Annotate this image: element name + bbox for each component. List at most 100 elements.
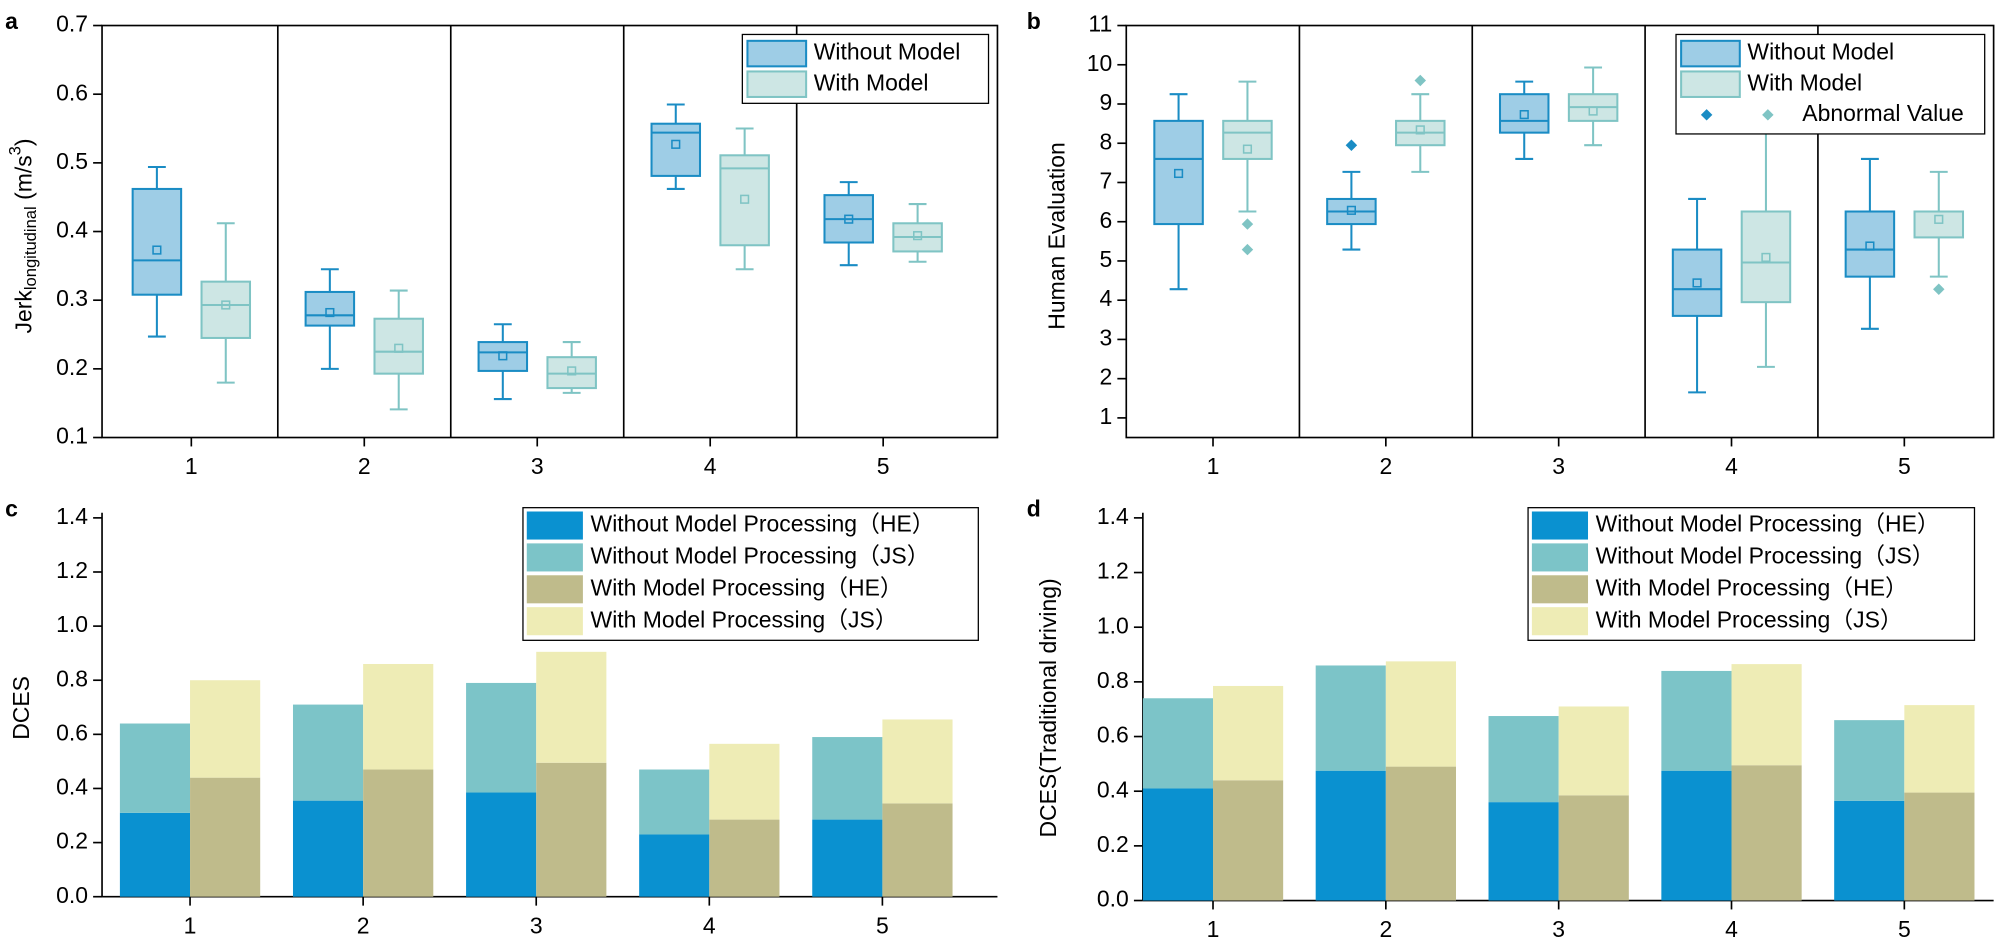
y-tick-label: 0.6: [1097, 722, 1129, 748]
bar-segment: [709, 743, 780, 820]
y-tick-label: 0.0: [56, 882, 88, 908]
x-tick-label: 2: [1379, 453, 1392, 479]
y-tick-label: 2: [1099, 364, 1112, 390]
mean: [1865, 241, 1875, 251]
x-tick-label: 5: [876, 912, 889, 938]
bar-segment: [1213, 685, 1284, 781]
panel-label: b: [1027, 8, 1041, 34]
mean: [1242, 144, 1253, 154]
y-tick-label: 1.4: [56, 503, 88, 529]
x-tick-label: 1: [184, 912, 197, 938]
y-tick-label: 1.4: [1097, 503, 1129, 529]
mean: [567, 366, 577, 376]
box: [373, 317, 424, 375]
legend-label: Without Model Processing（HE）: [591, 511, 935, 537]
y-tick-label: 0.6: [56, 719, 88, 745]
y-axis-label: DCES(Traditional driving): [1035, 578, 1061, 837]
bar-segment: [1142, 698, 1214, 789]
y-tick-label: 5: [1099, 246, 1112, 272]
y-tick-label: 6: [1099, 207, 1112, 233]
legend-swatch: [1680, 70, 1741, 98]
y-tick-label: 1.2: [1097, 558, 1129, 584]
y-tick-label: 1.0: [56, 611, 88, 637]
legend-label: With Model Processing（JS）: [1596, 606, 1903, 632]
y-label-text: Jerk: [11, 290, 37, 334]
y-label-close: ): [11, 138, 37, 146]
legend-swatch: [526, 575, 583, 604]
bar-segment: [1385, 661, 1456, 767]
mean: [844, 214, 854, 224]
bar-segment: [363, 663, 434, 770]
mean: [1934, 214, 1944, 224]
mean: [671, 139, 681, 149]
y-tick-label: 0.2: [1097, 831, 1129, 857]
bar-segment: [882, 719, 953, 804]
bar-segment: [119, 812, 191, 897]
box: [546, 356, 597, 390]
bar-segment: [1904, 792, 1975, 901]
outlier: [1241, 243, 1254, 256]
legend-swatch: [1531, 511, 1589, 540]
outlier: [1414, 74, 1427, 87]
mean: [498, 351, 508, 361]
legend-box: [1527, 507, 1976, 641]
bar-segment: [466, 682, 537, 793]
legend-label: Without Model Processing（JS）: [1596, 542, 1935, 568]
mean: [325, 307, 335, 318]
box: [719, 154, 770, 247]
x-tick-label: 1: [1207, 453, 1220, 479]
bar-segment: [536, 651, 607, 763]
legend-swatch: [526, 511, 583, 540]
mean: [152, 245, 162, 255]
bar-segment: [882, 803, 953, 897]
bar-segment: [363, 769, 434, 897]
x-tick-label: 2: [1379, 916, 1392, 942]
legend-swatch: [1531, 543, 1589, 572]
y-axis-label: Human Evaluation: [1044, 142, 1070, 329]
bar-segment: [1731, 664, 1802, 766]
x-tick-label: 4: [1725, 453, 1738, 479]
panel-label: a: [5, 8, 18, 34]
y-label-subscript: longitudinal: [21, 206, 40, 290]
mean: [394, 343, 404, 353]
bar-segment: [1488, 802, 1559, 901]
y-tick-label: 11: [1088, 11, 1112, 37]
x-tick-label: 3: [1552, 453, 1565, 479]
bar-segment: [1834, 720, 1905, 801]
y-tick-label: 0.1: [56, 423, 88, 449]
x-tick-label: 3: [531, 453, 544, 479]
mean: [1519, 110, 1529, 120]
outlier: [1241, 218, 1254, 230]
bar-segment: [709, 819, 780, 897]
bar-segment: [1142, 788, 1214, 901]
y-tick-label: 0.2: [56, 828, 88, 854]
y-tick-label: 0.5: [56, 148, 88, 174]
y-tick-label: 0.0: [1097, 886, 1129, 912]
y-tick-label: 1: [1099, 403, 1112, 429]
y-tick-label: 0.6: [56, 79, 88, 105]
x-tick-label: 3: [1552, 916, 1565, 942]
box: [477, 341, 529, 372]
legend-label: Without Model Processing（JS）: [591, 542, 930, 568]
legend-outlier-marker: [1762, 109, 1774, 121]
legend-swatch: [1531, 575, 1589, 604]
y-tick-label: 1.2: [56, 557, 88, 583]
mean: [913, 231, 923, 241]
legend-swatch: [526, 543, 583, 572]
bar-segment: [812, 819, 883, 897]
bar-segment: [1731, 765, 1802, 901]
bar-segment: [1315, 770, 1386, 901]
box: [200, 280, 252, 339]
box: [1740, 210, 1792, 304]
x-tick-label: 5: [877, 453, 890, 479]
legend-label: With Model Processing（JS）: [591, 606, 898, 632]
legend-label: With Model: [814, 69, 929, 95]
bar-segment: [1385, 766, 1456, 901]
bar-segment: [1661, 770, 1732, 901]
x-tick-label: 5: [1898, 453, 1911, 479]
bar-segment: [1315, 665, 1386, 771]
x-tick-label: 2: [358, 453, 371, 479]
bar-segment: [292, 704, 364, 801]
mean: [1761, 252, 1771, 263]
